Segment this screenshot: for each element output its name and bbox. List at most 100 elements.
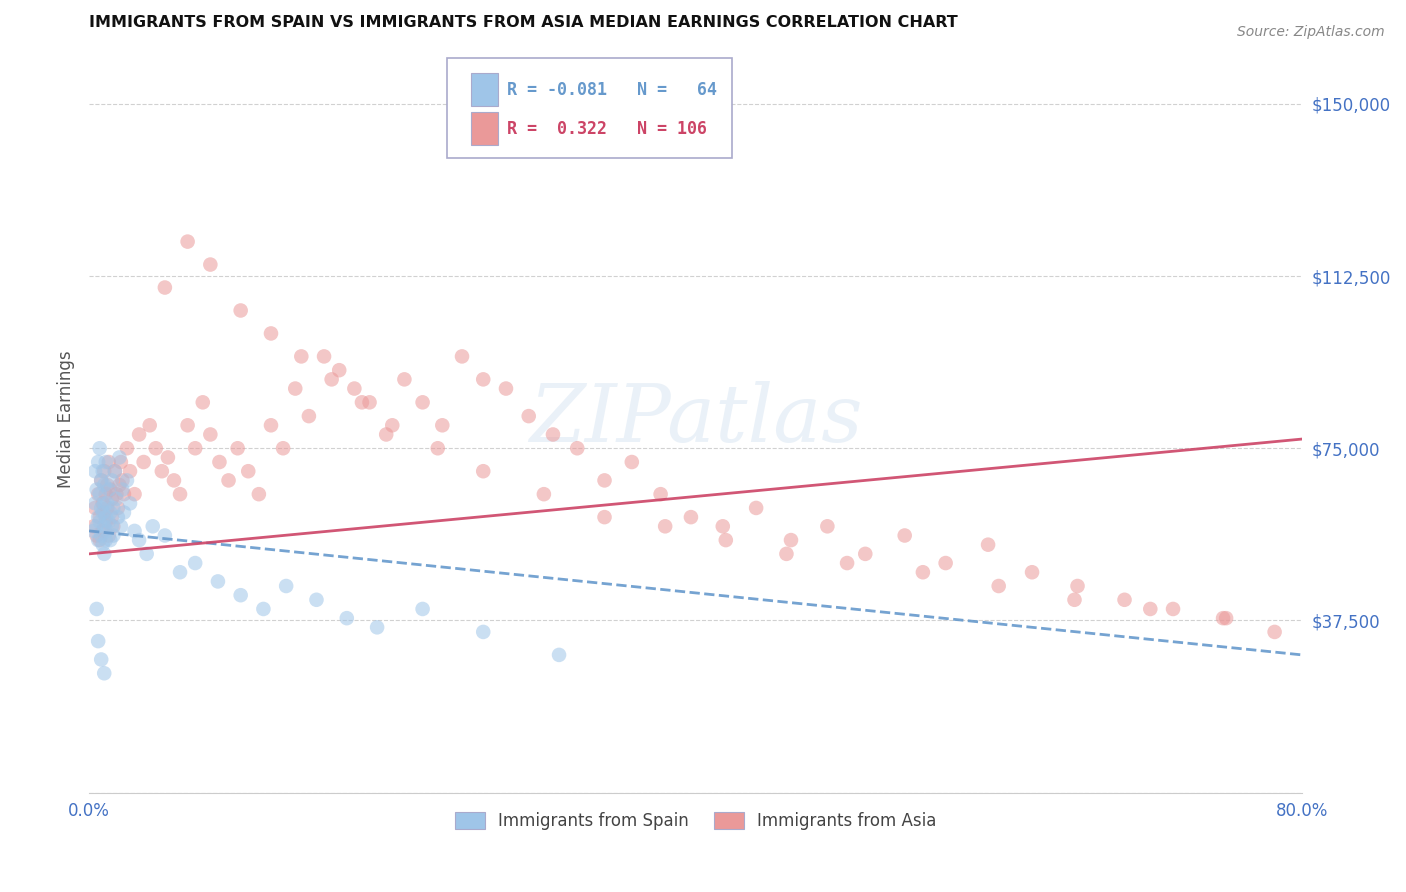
Point — [593, 510, 616, 524]
Point — [977, 538, 1000, 552]
Point — [541, 427, 564, 442]
Point — [207, 574, 229, 589]
Point — [98, 483, 121, 497]
Point — [86, 483, 108, 497]
Point — [89, 487, 111, 501]
Point — [1066, 579, 1088, 593]
Point — [104, 464, 127, 478]
Point — [89, 533, 111, 547]
Point — [87, 634, 110, 648]
Point — [145, 442, 167, 456]
Text: ZIPatlas: ZIPatlas — [529, 381, 862, 458]
Point — [97, 455, 120, 469]
Y-axis label: Median Earnings: Median Earnings — [58, 351, 75, 488]
Point — [893, 528, 915, 542]
Point — [97, 528, 120, 542]
Point — [115, 442, 138, 456]
Point — [135, 547, 157, 561]
Point — [150, 464, 173, 478]
Point — [87, 533, 110, 547]
Point — [343, 382, 366, 396]
Point — [84, 464, 107, 478]
Point — [111, 483, 134, 497]
Point — [83, 524, 105, 538]
Point — [1161, 602, 1184, 616]
Point — [359, 395, 381, 409]
Point — [321, 372, 343, 386]
Point — [229, 303, 252, 318]
Point — [93, 547, 115, 561]
Point — [112, 506, 135, 520]
Point — [432, 418, 454, 433]
Point — [271, 442, 294, 456]
Point — [714, 533, 737, 547]
Point — [451, 350, 474, 364]
Point — [815, 519, 838, 533]
Point — [260, 418, 283, 433]
Point — [935, 556, 957, 570]
Point — [101, 510, 124, 524]
Point — [375, 427, 398, 442]
Point — [208, 455, 231, 469]
Point — [101, 519, 124, 533]
Point — [96, 500, 118, 515]
Point — [153, 280, 176, 294]
Point — [835, 556, 858, 570]
Point — [853, 547, 876, 561]
Point — [394, 372, 416, 386]
Point — [89, 515, 111, 529]
Point — [184, 556, 207, 570]
Point — [312, 350, 335, 364]
Point — [426, 442, 449, 456]
Point — [112, 487, 135, 501]
Point — [90, 474, 112, 488]
Point — [238, 464, 260, 478]
Point — [200, 258, 222, 272]
Point — [98, 506, 121, 520]
Point — [101, 491, 124, 506]
Point — [142, 519, 165, 533]
Point — [93, 496, 115, 510]
Point — [169, 487, 191, 501]
Point — [91, 538, 114, 552]
Point — [132, 455, 155, 469]
Point — [366, 620, 388, 634]
Point — [90, 500, 112, 515]
Point — [1264, 624, 1286, 639]
Point — [86, 528, 108, 542]
Point — [94, 533, 117, 547]
Point — [84, 496, 107, 510]
Point — [593, 474, 616, 488]
Text: IMMIGRANTS FROM SPAIN VS IMMIGRANTS FROM ASIA MEDIAN EARNINGS CORRELATION CHART: IMMIGRANTS FROM SPAIN VS IMMIGRANTS FROM… — [89, 15, 957, 30]
Point — [128, 533, 150, 547]
Point — [472, 372, 495, 386]
Point — [128, 427, 150, 442]
Point — [91, 496, 114, 510]
Point — [1021, 566, 1043, 580]
Point — [89, 442, 111, 456]
Point — [200, 427, 222, 442]
Point — [276, 579, 298, 593]
Point — [412, 395, 434, 409]
Text: Source: ZipAtlas.com: Source: ZipAtlas.com — [1237, 25, 1385, 39]
Point — [328, 363, 350, 377]
Point — [91, 506, 114, 520]
Point — [284, 382, 307, 396]
Point — [91, 464, 114, 478]
Point — [533, 487, 555, 501]
Point — [87, 487, 110, 501]
Point — [517, 409, 540, 423]
Point — [105, 491, 128, 506]
Point — [191, 395, 214, 409]
Point — [105, 487, 128, 501]
Point — [987, 579, 1010, 593]
Point — [107, 510, 129, 524]
Point — [184, 442, 207, 456]
Point — [93, 666, 115, 681]
Point — [153, 528, 176, 542]
Point — [745, 500, 768, 515]
Point — [252, 602, 274, 616]
Point — [381, 418, 404, 433]
Point — [103, 519, 125, 533]
Point — [176, 418, 198, 433]
